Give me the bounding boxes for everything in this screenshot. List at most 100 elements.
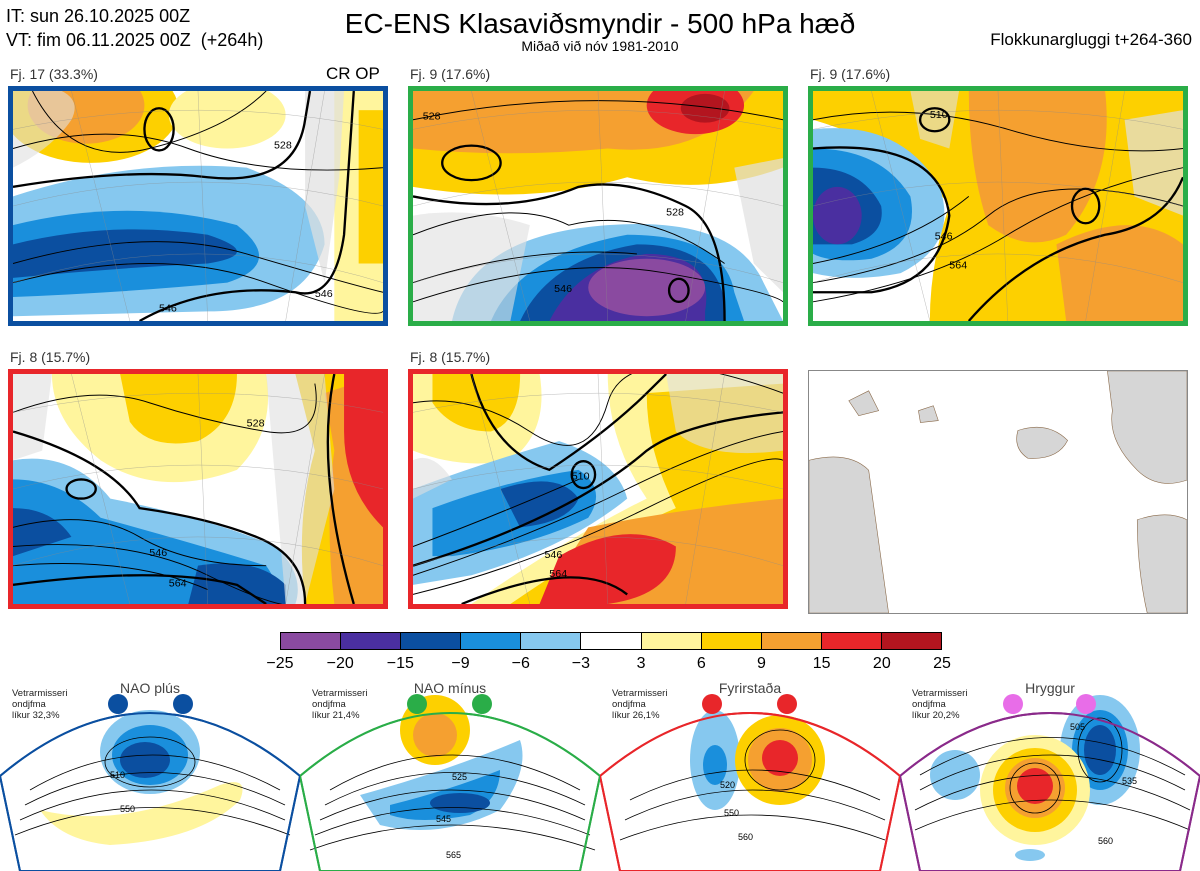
map-graphic: 528 546 546 xyxy=(13,91,383,321)
regime-marker-icon xyxy=(472,694,492,714)
panel-5-label: Fj. 8 (15.7%) xyxy=(410,349,491,365)
classification-window: Flokkunargluggi t+264-360 xyxy=(990,30,1192,49)
initial-time: IT: sun 26.10.2025 00Z xyxy=(6,6,191,26)
season-label: Vetrarmisseri xyxy=(612,688,668,699)
colorbar-tick-label: 20 xyxy=(872,655,891,672)
contour-label: 546 xyxy=(159,302,177,314)
colorbar-tick-label: 6 xyxy=(696,655,706,672)
contour-label: 528 xyxy=(666,207,684,219)
regime-marker-icon xyxy=(108,694,128,714)
colorbar-tick-label: 25 xyxy=(933,655,951,672)
page-title: EC-ENS Klasaviðsmyndir - 500 hPa hæð xyxy=(344,8,856,39)
colorbar-tick-label: −3 xyxy=(571,655,591,672)
contour-label: 560 xyxy=(738,832,753,842)
colorbar-swatch xyxy=(581,633,642,649)
contour-label: 546 xyxy=(315,288,333,300)
cluster-map-5: 510 546 564 xyxy=(408,369,788,609)
contour-label: 560 xyxy=(1098,836,1113,846)
colorbar-swatch xyxy=(761,633,822,649)
contour-label: 528 xyxy=(274,140,292,152)
contour-label: 564 xyxy=(949,259,967,271)
regime-info: Vetrarmisseri ondjfma líkur 32,3% xyxy=(12,688,67,721)
season-label: Vetrarmisseri xyxy=(312,688,368,699)
contour-label: 546 xyxy=(554,283,572,295)
cluster-map-4: 528 546 564 xyxy=(8,369,388,609)
regime-map: 510 550 xyxy=(0,694,300,871)
regime-map: 505 535 560 xyxy=(900,694,1200,871)
cluster-map-3: 510 546 564 xyxy=(808,86,1188,326)
map-graphic: 528 546 564 xyxy=(13,374,383,604)
contour-label: 545 xyxy=(436,814,451,824)
map-graphic: 510 546 564 xyxy=(813,91,1183,321)
run-info: IT: sun 26.10.2025 00Z VT: fim 06.11.202… xyxy=(6,4,263,52)
colorbar-tick-label: 3 xyxy=(636,655,646,672)
contour-label: 550 xyxy=(120,804,135,814)
panel-4-label: Fj. 8 (15.7%) xyxy=(10,349,91,365)
regime-name: Hryggur xyxy=(1025,680,1075,696)
regime-marker-icon xyxy=(702,694,722,714)
colorbar-swatch xyxy=(341,633,402,649)
regime-name: NAO mínus xyxy=(413,680,487,696)
regime-marker-icon xyxy=(407,694,427,714)
regime-name: Fyrirstaða xyxy=(718,680,782,696)
map-graphic: 528 546 528 xyxy=(413,91,783,321)
contour-label: 528 xyxy=(247,418,265,430)
regime-info: Vetrarmisseri ondjfma líkur 20,2% xyxy=(912,688,967,721)
regime-info: Vetrarmisseri ondjfma líkur 21,4% xyxy=(312,688,367,721)
panel-2-label: Fj. 9 (17.6%) xyxy=(410,66,491,82)
map-graphic: 510 546 564 xyxy=(413,374,783,604)
cluster-map-2: 528 546 528 xyxy=(408,86,788,326)
contour-label: 546 xyxy=(544,549,562,561)
colorbar-tick-label: −6 xyxy=(511,655,530,672)
months-label: ondjfma xyxy=(12,699,46,710)
contour-label: 505 xyxy=(1070,722,1085,732)
regime-map: 525 545 565 xyxy=(300,694,600,871)
contour-label: 565 xyxy=(446,850,461,860)
colorbar-tick-label: −20 xyxy=(326,655,354,672)
contour-label: 564 xyxy=(549,568,567,580)
contour-label: 520 xyxy=(720,780,735,790)
contour-label: 564 xyxy=(169,578,187,590)
page-subtitle: Miðað við nóv 1981-2010 xyxy=(521,38,679,54)
colorbar-tick-label: −15 xyxy=(386,655,414,672)
season-label: Vetrarmisseri xyxy=(12,688,68,699)
anomaly-colorbar xyxy=(280,632,942,650)
regime-blocking: 520 550 560 Fyrirstaða Vetrarmisseri ond… xyxy=(600,680,900,871)
colorbar-swatch xyxy=(641,633,702,649)
valid-time: VT: fim 06.11.2025 00Z (+264h) xyxy=(6,30,264,50)
colorbar-swatch xyxy=(521,633,582,649)
colorbar-tick-label: −9 xyxy=(451,655,470,672)
colorbar-tick-label: −25 xyxy=(266,655,294,672)
cluster-map-1: 528 546 546 xyxy=(8,86,388,326)
season-label: Vetrarmisseri xyxy=(912,688,968,699)
panel-3-label: Fj. 9 (17.6%) xyxy=(810,66,891,82)
base-map xyxy=(808,370,1188,614)
regime-name: NAO plús xyxy=(120,680,180,696)
colorbar-swatch xyxy=(821,633,882,649)
panel-1-label: Fj. 17 (33.3%) xyxy=(10,66,98,82)
regime-nao-plus: 510 550 NAO plús Vetrarmisseri ondjfma l… xyxy=(0,680,300,871)
regime-marker-icon xyxy=(1076,694,1096,714)
contour-label: 510 xyxy=(930,109,948,121)
regime-marker-icon xyxy=(1003,694,1023,714)
regime-marker-icon xyxy=(777,694,797,714)
contour-label: 528 xyxy=(423,111,441,123)
months-label: ondjfma xyxy=(312,699,346,710)
probability-label: líkur 21,4% xyxy=(312,710,360,721)
regime-info: Vetrarmisseri ondjfma líkur 26,1% xyxy=(612,688,667,721)
regime-map: 520 550 560 xyxy=(600,694,900,871)
colorbar-swatch xyxy=(281,633,342,649)
contour-label: 525 xyxy=(452,772,467,782)
coastline-map xyxy=(809,371,1187,613)
colorbar-tick-label: 9 xyxy=(757,655,766,672)
colorbar-swatch xyxy=(701,633,762,649)
regime-ridge: 505 535 560 Hryggur Vetrarmisseri ondjfm… xyxy=(900,680,1200,871)
colorbar-swatch xyxy=(461,633,522,649)
probability-label: líkur 32,3% xyxy=(12,710,60,721)
regime-nao-minus: 525 545 565 NAO mínus Vetrarmisseri ondj… xyxy=(300,680,600,871)
colorbar-swatch xyxy=(401,633,462,649)
probability-label: líkur 20,2% xyxy=(912,710,960,721)
colorbar-swatch xyxy=(881,633,942,649)
contour-label: 510 xyxy=(110,770,125,780)
contour-label: 535 xyxy=(1122,776,1137,786)
